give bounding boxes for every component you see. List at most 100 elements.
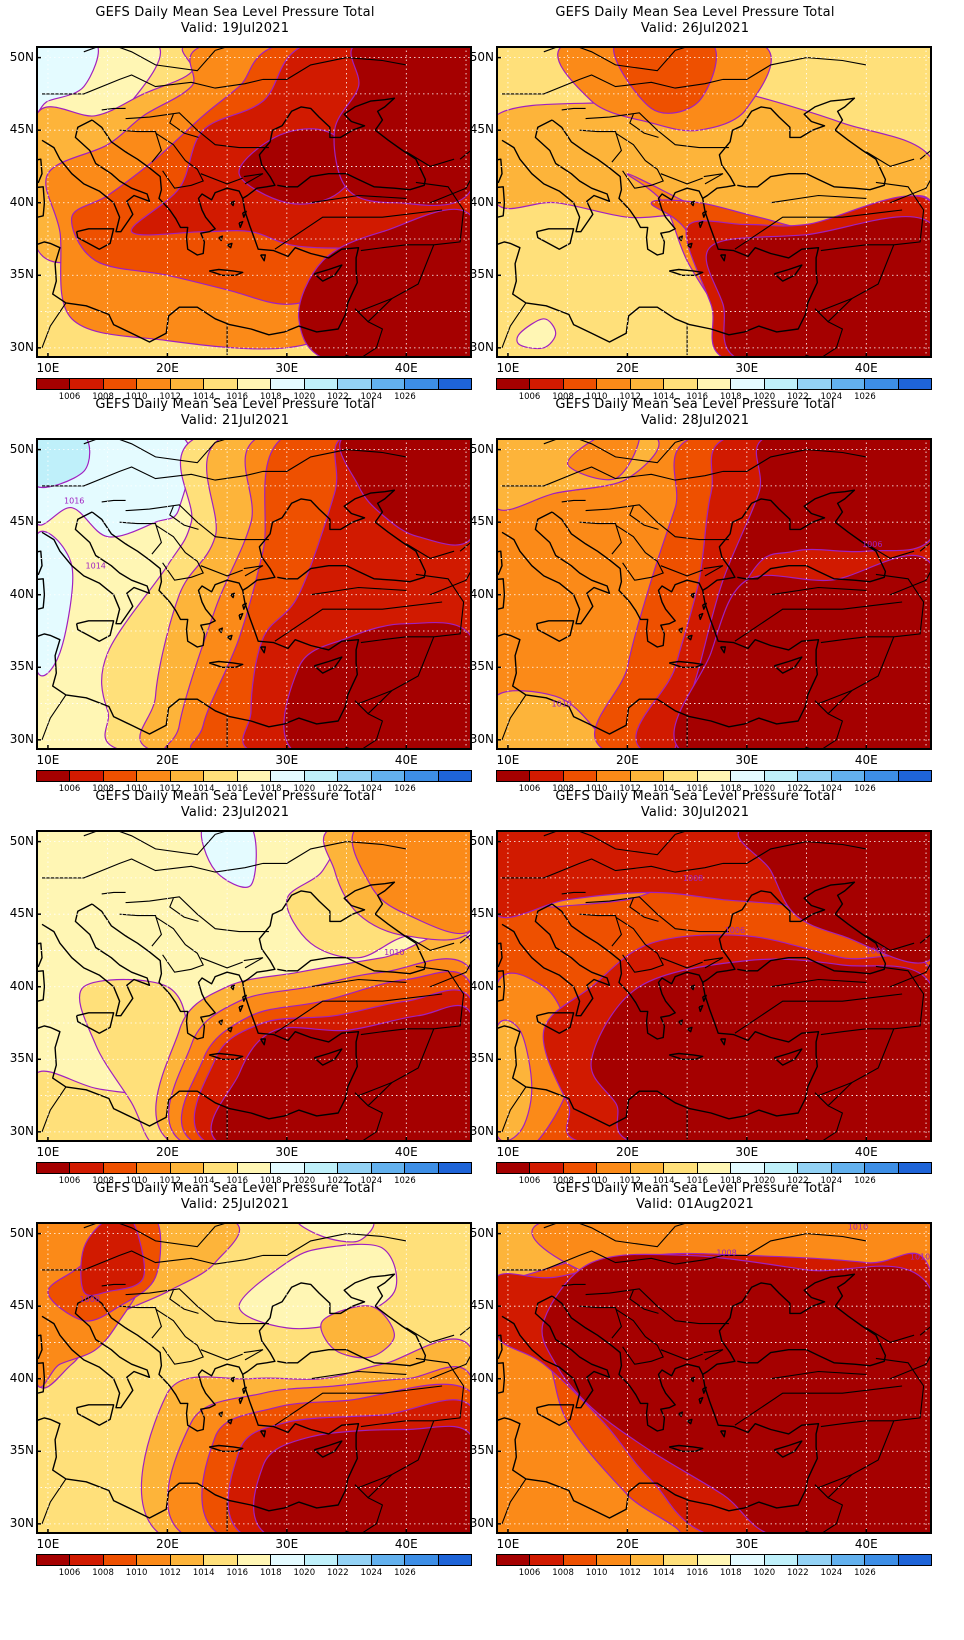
colorbar-swatch — [664, 1163, 698, 1173]
country-border — [263, 1233, 407, 1256]
country-border — [629, 1289, 659, 1314]
colorbar-swatch — [731, 1163, 765, 1173]
country-border — [579, 1305, 623, 1339]
coastline — [36, 186, 46, 219]
coastline — [242, 602, 247, 610]
colorbar-label: 1016 — [226, 784, 249, 794]
country-border — [310, 194, 407, 204]
latitude-label: 45N — [469, 122, 494, 137]
country-border — [83, 1222, 216, 1248]
coastline — [698, 220, 704, 229]
colorbar-swatch — [497, 771, 531, 781]
pressure-contour-fill — [339, 438, 472, 546]
panel-valid-date: Valid: 01Aug2021 — [635, 1197, 755, 1212]
country-border — [429, 568, 472, 596]
colorbar-swatch — [237, 379, 272, 389]
colorbar-label: 1008 — [92, 784, 114, 794]
colorbar-swatch — [405, 1163, 439, 1173]
coastline — [496, 578, 506, 611]
country-border — [42, 74, 264, 95]
pressure-contour-fill — [320, 1305, 396, 1359]
coastline — [720, 254, 726, 262]
colorbar-swatch — [664, 771, 698, 781]
coastline — [36, 158, 43, 184]
colorbar-label: 1018 — [259, 1176, 282, 1186]
pressure-contour-fill — [737, 830, 932, 964]
latitude-label: 50N — [469, 441, 494, 456]
contour-label: 1008 — [716, 1248, 736, 1257]
colorbar-label: 1016 — [226, 1176, 249, 1186]
colorbar-swatch — [204, 771, 238, 781]
latitude-label: 40N — [469, 586, 494, 601]
latitude-label: 35N — [9, 267, 34, 282]
colorbar-swatch — [764, 1555, 799, 1565]
country-border — [310, 978, 407, 988]
coastline — [501, 119, 611, 233]
colorbar-swatch — [597, 1555, 631, 1565]
colorbar-swatch — [798, 1163, 832, 1173]
colorbar-label: 1008 — [552, 784, 574, 794]
colorbar-swatch — [438, 1163, 472, 1173]
colorbar-label: 1006 — [58, 1176, 81, 1186]
colorbar-swatch — [338, 1555, 372, 1565]
coastline — [668, 268, 704, 276]
colorbar-label: 1026 — [394, 1176, 416, 1186]
colorbar-swatch — [764, 1163, 799, 1173]
coastline — [36, 942, 43, 968]
panel-valid-date: Valid: 25Jul2021 — [180, 1197, 290, 1212]
colorbar-swatch — [103, 1555, 138, 1565]
coastline — [678, 235, 683, 242]
latitude-label: 40N — [469, 194, 494, 209]
panel-valid-date: Valid: 30Jul2021 — [640, 805, 750, 820]
colorbar-swatch — [563, 1163, 598, 1173]
country-border — [358, 244, 435, 313]
country-border — [119, 129, 163, 163]
panel-title: GEFS Daily Mean Sea Level Pressure Total — [95, 789, 375, 804]
panel-title: GEFS Daily Mean Sea Level Pressure Total — [555, 397, 835, 412]
coastline — [496, 186, 506, 219]
coastline — [702, 1386, 707, 1394]
coastline — [75, 228, 115, 250]
colorbar-label: 1026 — [394, 1568, 416, 1578]
coastline — [686, 1026, 693, 1033]
country-border — [579, 129, 623, 163]
longitude-label: 20E — [615, 361, 639, 375]
country-border — [889, 176, 932, 204]
coastline — [720, 1430, 726, 1438]
colorbar-swatch — [530, 1163, 564, 1173]
longitude-label: 30E — [735, 361, 759, 375]
map-panel: GEFS Daily Mean Sea Level Pressure Total… — [0, 392, 472, 802]
colorbar-label: 1022 — [327, 784, 349, 794]
latitude-label: 45N — [469, 906, 494, 921]
colorbar-label: 1018 — [719, 1176, 742, 1186]
colorbar-label: 1026 — [854, 392, 876, 402]
latitude-label: 30N — [469, 731, 494, 746]
contour-label: 1006 — [866, 946, 886, 955]
panel-valid-date: Valid: 28Jul2021 — [640, 413, 750, 428]
coastline — [238, 1396, 244, 1405]
coastline — [668, 1444, 704, 1452]
colorbar-label: 1026 — [394, 392, 416, 402]
pressure-contour-fill — [283, 622, 472, 750]
colorbar-label: 1020 — [753, 1568, 776, 1578]
colorbar-swatch — [170, 1163, 205, 1173]
pressure-map-svg: 1010 1006 — [496, 438, 932, 750]
coastline — [208, 1444, 244, 1452]
colorbar-swatch — [70, 1555, 104, 1565]
colorbar-label: 1016 — [226, 1568, 249, 1578]
country-border — [814, 298, 853, 323]
country-border — [406, 1327, 455, 1343]
colorbar-swatch — [438, 1555, 472, 1565]
country-border — [200, 1349, 243, 1361]
colorbar-label: 1006 — [518, 392, 541, 402]
country-border — [169, 897, 199, 922]
country-border — [101, 499, 126, 503]
colorbar-swatch — [731, 771, 765, 781]
colorbar-swatch — [237, 771, 272, 781]
pressure-contour-fill — [541, 1253, 932, 1534]
colorbar-swatch — [405, 379, 439, 389]
colorbar-label: 1016 — [686, 1568, 709, 1578]
latitude-label: 40N — [469, 978, 494, 993]
country-border — [629, 113, 659, 138]
country-border — [429, 960, 472, 988]
